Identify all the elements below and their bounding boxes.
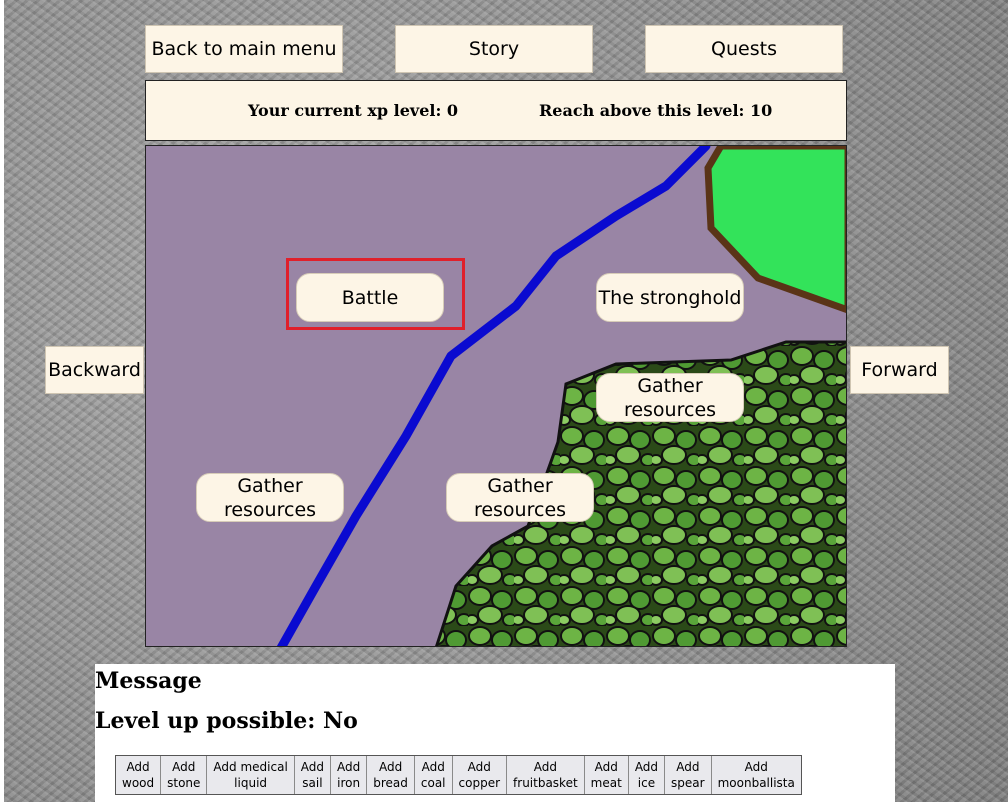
add-button-line1: Add bbox=[172, 760, 196, 774]
selected-location-highlight bbox=[286, 258, 465, 330]
add-bread-button[interactable]: Add bread bbox=[367, 756, 415, 794]
page-frame-bottom bbox=[0, 802, 1008, 806]
add-moonballista-button[interactable]: Add moonballista bbox=[711, 756, 801, 794]
level-up-status: Level up possible: No bbox=[95, 708, 358, 734]
add-button-line1: Add bbox=[594, 760, 618, 774]
add-liquid-button[interactable]: Add medical liquid bbox=[207, 756, 295, 794]
add-copper-button[interactable]: Add copper bbox=[452, 756, 508, 794]
add-button-line2: meat bbox=[590, 776, 622, 790]
grass-area bbox=[704, 146, 846, 314]
add-button-line2: liquid bbox=[234, 776, 268, 790]
xp-panel: Your current xp level: 0 Reach above thi… bbox=[145, 80, 847, 141]
quests-button[interactable]: Quests bbox=[645, 25, 843, 73]
stronghold-location-button[interactable]: The stronghold bbox=[596, 273, 744, 322]
add-button-line1: Add bbox=[467, 760, 491, 774]
add-spear-button[interactable]: Add spear bbox=[665, 756, 712, 794]
add-stone-button[interactable]: Add stone bbox=[161, 756, 208, 794]
story-button[interactable]: Story bbox=[395, 25, 593, 73]
add-button-line2: sail bbox=[302, 776, 323, 790]
add-button-line1: Add bbox=[378, 760, 403, 774]
add-button-line1: Add bbox=[126, 760, 150, 774]
add-resource-toolbar: Add wood Add stone Add medical liquid Add sail A… bbox=[115, 755, 802, 795]
add-button-line2: iron bbox=[337, 776, 361, 790]
add-button-line2: stone bbox=[167, 776, 201, 790]
world-map: Battle The stronghold Gather resources G… bbox=[145, 145, 847, 647]
add-button-line2: coal bbox=[420, 776, 446, 790]
add-ice-button[interactable]: Add ice bbox=[628, 756, 666, 794]
add-coal-button[interactable]: Add coal bbox=[414, 756, 453, 794]
battle-location-button[interactable]: Battle bbox=[296, 273, 444, 322]
message-panel: Message Level up possible: No Add wood Add… bbox=[95, 664, 895, 802]
add-button-line1: Add bbox=[533, 760, 557, 774]
add-button-line2: wood bbox=[122, 776, 155, 790]
gather-resources-button[interactable]: Gather resources bbox=[196, 473, 344, 522]
river bbox=[276, 146, 711, 646]
add-button-line1: Add bbox=[421, 760, 445, 774]
add-button-line2: ice bbox=[637, 776, 656, 790]
add-button-line2: moonballista bbox=[717, 776, 795, 790]
message-title: Message bbox=[95, 668, 202, 694]
add-button-line2: bread bbox=[373, 776, 408, 790]
add-button-line1: Add medical bbox=[213, 760, 288, 774]
add-button-line1: Add bbox=[300, 760, 325, 774]
map-terrain bbox=[276, 146, 846, 646]
add-fruitbasket-button[interactable]: Add fruitbasket bbox=[507, 756, 585, 794]
gather-resources-button[interactable]: Gather resources bbox=[596, 373, 744, 422]
add-button-line1: Add bbox=[634, 760, 659, 774]
add-button-line2: spear bbox=[671, 776, 705, 790]
target-xp-text: Reach above this level: 10 bbox=[539, 101, 773, 120]
add-button-line2: copper bbox=[458, 776, 501, 790]
current-xp-text: Your current xp level: 0 bbox=[248, 101, 459, 120]
add-button-line2: fruitbasket bbox=[513, 776, 578, 790]
add-iron-button[interactable]: Add iron bbox=[331, 756, 368, 794]
backward-button[interactable]: Backward bbox=[45, 346, 144, 394]
add-sail-button[interactable]: Add sail bbox=[294, 756, 332, 794]
add-button-line1: Add bbox=[337, 760, 361, 774]
add-button-line1: Add bbox=[676, 760, 700, 774]
add-wood-button[interactable]: Add wood bbox=[116, 756, 162, 794]
add-meat-button[interactable]: Add meat bbox=[584, 756, 629, 794]
main-menu-button[interactable]: Back to main menu bbox=[145, 25, 343, 73]
forward-button[interactable]: Forward bbox=[850, 346, 949, 394]
gather-resources-button[interactable]: Gather resources bbox=[446, 473, 594, 522]
page-frame-left bbox=[0, 0, 4, 806]
add-button-line1: Add bbox=[744, 760, 768, 774]
